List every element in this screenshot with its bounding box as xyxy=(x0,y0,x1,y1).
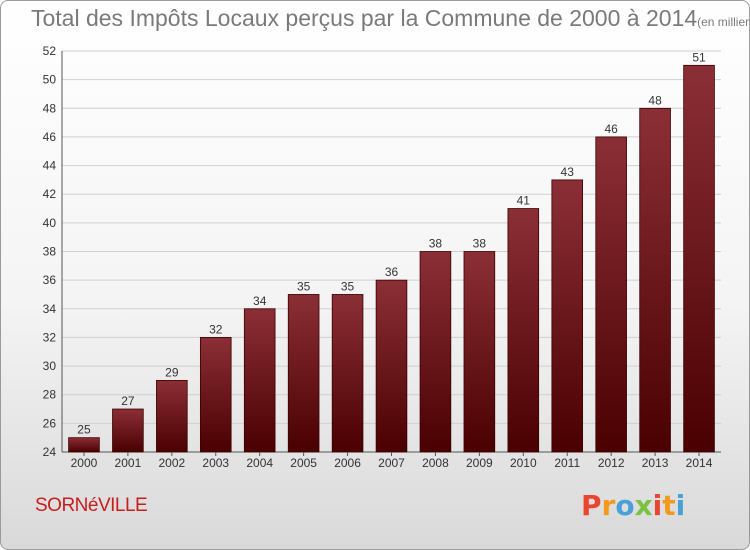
bar-value-label: 29 xyxy=(165,365,179,379)
y-tick-label: 32 xyxy=(43,330,57,344)
bar xyxy=(639,107,671,453)
bar xyxy=(243,308,276,453)
bar-value-label: 32 xyxy=(209,322,223,336)
y-tick-label: 30 xyxy=(43,359,57,373)
x-tick-label: 2008 xyxy=(422,456,449,470)
y-tick-label: 26 xyxy=(43,416,57,430)
bar-value-label: 35 xyxy=(297,279,311,293)
logo-letter: t xyxy=(662,489,676,522)
chart-title: Total des Impôts Locaux perçus par la Co… xyxy=(31,5,750,32)
x-tick-label: 2006 xyxy=(334,456,361,470)
x-tick-label: 2001 xyxy=(115,456,142,470)
title-text: Total des Impôts Locaux perçus par la Co… xyxy=(31,5,698,31)
bar xyxy=(68,437,100,453)
y-tick-label: 46 xyxy=(43,130,57,144)
bar xyxy=(595,136,627,453)
bar-value-label: 27 xyxy=(121,394,135,408)
y-tick-label: 42 xyxy=(43,187,57,201)
bar-value-label: 36 xyxy=(385,265,399,279)
x-tick-label: 2002 xyxy=(158,456,185,470)
proxiti-logo: Proxiti xyxy=(581,489,685,522)
y-tick-label: 38 xyxy=(43,245,57,259)
y-tick-label: 50 xyxy=(43,73,57,87)
bar-value-label: 41 xyxy=(517,194,531,208)
x-tick-label: 2005 xyxy=(290,456,317,470)
bar-value-label: 46 xyxy=(604,122,618,136)
y-tick-label: 48 xyxy=(43,101,57,115)
y-tick-label: 44 xyxy=(43,159,57,173)
logo-letter: i xyxy=(652,489,663,522)
bar xyxy=(156,379,188,453)
x-tick-label: 2013 xyxy=(642,456,669,470)
x-tick-label: 2009 xyxy=(466,456,493,470)
logo-letter: r xyxy=(601,489,616,522)
bar xyxy=(331,294,364,453)
bar xyxy=(683,64,715,453)
x-tick-label: 2003 xyxy=(202,456,229,470)
x-tick-label: 2012 xyxy=(598,456,625,470)
y-tick-label: 40 xyxy=(43,216,57,230)
bar xyxy=(199,337,232,453)
bar xyxy=(463,251,496,453)
bar xyxy=(375,279,408,453)
x-tick-label: 2007 xyxy=(378,456,405,470)
bar-value-label: 43 xyxy=(561,165,575,179)
y-tick-label: 28 xyxy=(43,388,57,402)
x-tick-label: 2004 xyxy=(246,456,273,470)
logo-letter: P xyxy=(581,489,602,522)
title-unit: (en milliers d'€) xyxy=(697,15,750,29)
y-tick-label: 34 xyxy=(43,302,57,316)
y-tick-label: 24 xyxy=(43,445,57,459)
x-tick-label: 2010 xyxy=(510,456,537,470)
logo-letter: i xyxy=(675,489,686,522)
bar-value-label: 38 xyxy=(429,237,443,251)
bar-value-label: 51 xyxy=(692,50,706,64)
bar xyxy=(507,208,540,453)
bar-value-label: 25 xyxy=(77,423,91,437)
commune-name: SORNéVILLE xyxy=(35,495,148,516)
bar xyxy=(419,251,452,453)
bar-value-label: 35 xyxy=(341,279,355,293)
x-tick-label: 2000 xyxy=(71,456,98,470)
x-tick-label: 2014 xyxy=(686,456,713,470)
logo-letter: o xyxy=(615,489,635,522)
y-tick-label: 52 xyxy=(43,44,57,58)
bar-value-label: 34 xyxy=(253,294,267,308)
bar-value-label: 48 xyxy=(648,93,662,107)
bar-value-label: 38 xyxy=(473,237,487,251)
logo-letter: x xyxy=(634,489,653,522)
bar xyxy=(551,179,584,453)
y-tick-label: 36 xyxy=(43,273,57,287)
x-tick-label: 2011 xyxy=(554,456,580,470)
bar xyxy=(287,294,320,453)
bar xyxy=(112,408,144,453)
